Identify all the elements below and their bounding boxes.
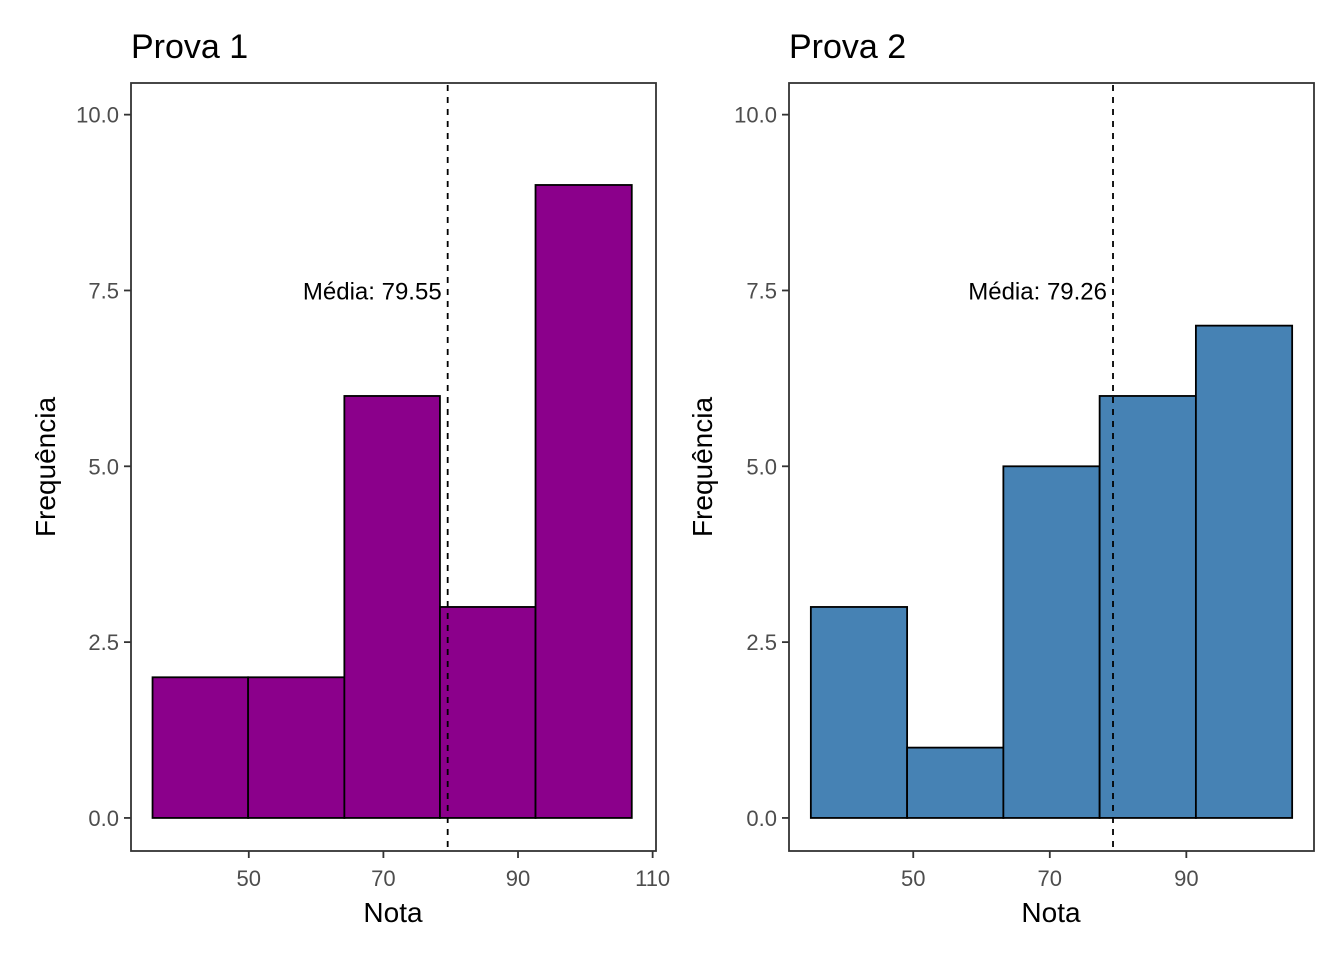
chart-panel-2: Prova 2 Média: 79.26 0.0 2.5 5.0 7.5 10.0 50 70 9…	[687, 28, 1315, 928]
chart-panel-1: Prova 1 Média: 79.55 0.0 2.5 5.0 7.5 10.0 50 70 9…	[30, 28, 670, 928]
histogram-bar-5	[534, 184, 633, 819]
histogram-bar-3	[1002, 465, 1101, 819]
y-tick-label: 7.5	[88, 278, 119, 303]
x-tick-label: 70	[371, 866, 395, 891]
histogram-bar-2	[247, 676, 346, 819]
y-tick-label: 5.0	[746, 454, 777, 479]
histogram-bar-2	[906, 746, 1005, 819]
y-tick-label: 10.0	[734, 103, 777, 128]
x-tick-label: 50	[901, 866, 925, 891]
y-tick-label: 2.5	[88, 630, 119, 655]
x-tick-label: 50	[237, 866, 261, 891]
x-tick-label: 90	[1174, 866, 1198, 891]
mean-annotation: Média: 79.55	[303, 278, 442, 305]
x-tick-label: 90	[506, 866, 530, 891]
y-tick-label: 7.5	[746, 278, 777, 303]
y-tick-label: 5.0	[88, 454, 119, 479]
y-tick-label: 0.0	[88, 806, 119, 831]
histogram-bar-5	[1194, 324, 1294, 819]
x-axis-title: Nota	[1021, 897, 1081, 928]
histogram-bar-1	[809, 606, 909, 819]
x-axis-title: Nota	[363, 897, 423, 928]
histogram-bar-1	[151, 676, 250, 819]
y-axis-title: Frequência	[30, 397, 61, 538]
chart-title: Prova 1	[131, 28, 248, 66]
y-tick-label: 0.0	[746, 806, 777, 831]
y-tick-label: 2.5	[746, 630, 777, 655]
x-tick-label: 70	[1038, 866, 1062, 891]
histogram-bar-4	[1098, 395, 1197, 819]
histogram-bar-3	[343, 395, 441, 819]
x-tick-label: 110	[635, 866, 670, 891]
y-axis-title: Frequência	[687, 397, 718, 538]
histogram-bar-4	[439, 606, 537, 819]
mean-annotation: Média: 79.26	[968, 278, 1107, 305]
chart-title: Prova 2	[789, 28, 906, 66]
y-tick-label: 10.0	[76, 103, 119, 128]
